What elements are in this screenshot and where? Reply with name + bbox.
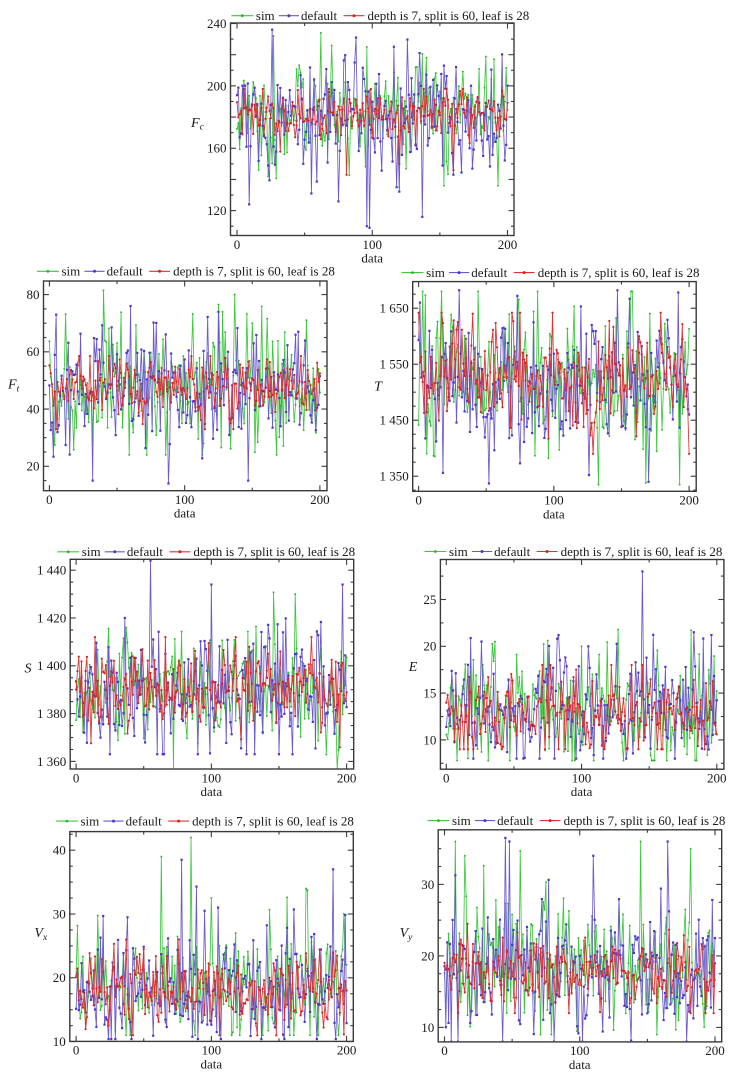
svg-text:1 350: 1 350 (379, 469, 408, 484)
svg-text:sim: sim (452, 813, 471, 828)
svg-text:100: 100 (175, 492, 195, 507)
svg-text:default: default (494, 544, 530, 559)
svg-text:100: 100 (363, 237, 383, 252)
svg-text:0: 0 (441, 1043, 448, 1058)
svg-text:0: 0 (443, 771, 450, 786)
svg-text:200: 200 (310, 492, 330, 507)
svg-text:1 360: 1 360 (37, 754, 66, 769)
svg-text:1 400: 1 400 (37, 658, 66, 673)
svg-text:Ft: Ft (7, 378, 20, 395)
svg-text:1 650: 1 650 (379, 301, 408, 316)
svg-text:depth is 7, split is 60, leaf: depth is 7, split is 60, leaf is 28 (193, 544, 355, 559)
svg-text:20: 20 (27, 459, 40, 474)
svg-text:default: default (471, 265, 507, 280)
svg-text:depth is 7, split is 60, leaf: depth is 7, split is 60, leaf is 28 (173, 264, 335, 279)
svg-text:default: default (497, 813, 533, 828)
svg-text:data: data (543, 506, 565, 521)
svg-text:sim: sim (449, 544, 468, 559)
svg-text:80: 80 (27, 287, 40, 302)
svg-text:Fc: Fc (190, 116, 205, 133)
svg-text:depth is 7, split is 60, leaf: depth is 7, split is 60, leaf is 28 (564, 813, 726, 828)
svg-text:20: 20 (423, 639, 436, 654)
svg-text:E: E (408, 660, 418, 675)
svg-text:depth is 7, split is 60, leaf: depth is 7, split is 60, leaf is 28 (192, 814, 354, 829)
svg-text:depth is 7, split is 60, leaf: depth is 7, split is 60, leaf is 28 (561, 544, 723, 559)
svg-text:data: data (569, 1057, 591, 1072)
svg-text:20: 20 (53, 970, 66, 985)
svg-text:default: default (126, 814, 162, 829)
svg-text:sim: sim (81, 814, 100, 829)
svg-text:120: 120 (207, 203, 227, 218)
svg-text:sim: sim (62, 264, 81, 279)
svg-text:1 450: 1 450 (379, 413, 408, 428)
svg-text:Vx: Vx (34, 926, 48, 943)
svg-text:100: 100 (202, 1043, 222, 1058)
svg-text:100: 100 (572, 771, 592, 786)
svg-text:data: data (201, 784, 223, 799)
svg-text:200: 200 (679, 493, 699, 508)
svg-text:1 380: 1 380 (37, 706, 66, 721)
svg-text:data: data (174, 506, 196, 521)
svg-text:1 440: 1 440 (37, 563, 66, 578)
svg-text:1 550: 1 550 (379, 357, 408, 372)
svg-text:10: 10 (53, 1034, 66, 1049)
svg-text:40: 40 (53, 843, 66, 858)
svg-text:10: 10 (423, 732, 436, 747)
svg-text:1 420: 1 420 (37, 610, 66, 625)
svg-text:S: S (25, 661, 32, 676)
svg-text:depth is 7, split is 60, leaf: depth is 7, split is 60, leaf is 28 (538, 265, 700, 280)
svg-text:sim: sim (426, 265, 445, 280)
svg-text:default: default (107, 264, 143, 279)
svg-text:0: 0 (46, 492, 53, 507)
svg-text:0: 0 (415, 493, 422, 508)
svg-text:200: 200 (337, 770, 357, 785)
svg-text:200: 200 (498, 237, 518, 252)
svg-text:160: 160 (207, 141, 227, 156)
svg-text:sim: sim (82, 544, 101, 559)
svg-text:Vy: Vy (400, 926, 414, 943)
svg-text:T: T (374, 379, 383, 394)
svg-text:0: 0 (73, 1043, 80, 1058)
svg-text:0: 0 (234, 237, 241, 252)
svg-text:data: data (361, 251, 383, 266)
svg-text:40: 40 (27, 401, 40, 416)
svg-text:30: 30 (421, 877, 434, 892)
svg-text:200: 200 (707, 771, 727, 786)
svg-text:10: 10 (421, 1020, 434, 1035)
svg-text:240: 240 (207, 16, 227, 31)
svg-text:30: 30 (53, 906, 66, 921)
svg-text:data: data (201, 1056, 223, 1071)
svg-text:0: 0 (73, 770, 80, 785)
svg-text:20: 20 (421, 948, 434, 963)
svg-text:200: 200 (207, 78, 227, 93)
svg-text:200: 200 (705, 1043, 725, 1058)
svg-text:100: 100 (570, 1043, 590, 1058)
svg-text:depth is 7, split is 60, leaf: depth is 7, split is 60, leaf is 28 (368, 8, 530, 23)
svg-text:100: 100 (544, 493, 564, 508)
svg-text:default: default (127, 544, 163, 559)
svg-text:data: data (571, 784, 593, 799)
svg-text:200: 200 (337, 1043, 357, 1058)
svg-text:25: 25 (423, 592, 436, 607)
svg-text:sim: sim (256, 8, 275, 23)
svg-text:15: 15 (423, 686, 436, 701)
svg-text:100: 100 (202, 770, 222, 785)
svg-text:default: default (301, 8, 337, 23)
svg-text:60: 60 (27, 344, 40, 359)
